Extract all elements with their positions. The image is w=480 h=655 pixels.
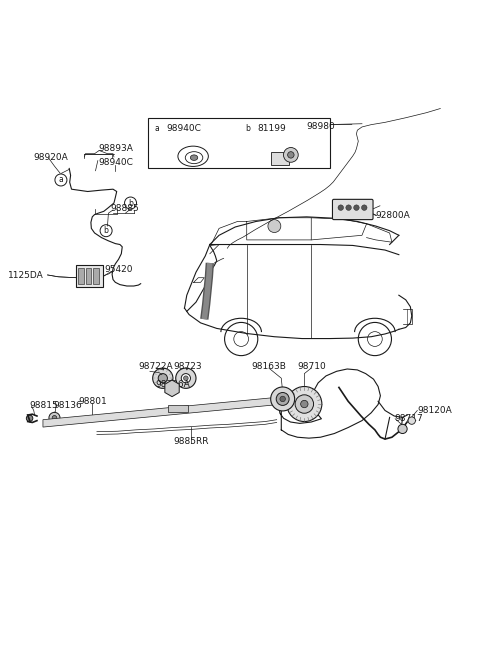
Circle shape bbox=[354, 205, 359, 210]
Text: 98717: 98717 bbox=[394, 414, 423, 423]
Polygon shape bbox=[165, 380, 179, 397]
Circle shape bbox=[52, 415, 57, 420]
Text: 98163B: 98163B bbox=[252, 362, 286, 371]
Bar bbox=[147, 118, 330, 168]
Circle shape bbox=[124, 197, 136, 209]
Text: 98723: 98723 bbox=[174, 362, 203, 371]
Ellipse shape bbox=[178, 146, 208, 166]
Circle shape bbox=[361, 205, 367, 210]
Circle shape bbox=[346, 205, 351, 210]
Text: 98801: 98801 bbox=[78, 397, 107, 405]
FancyBboxPatch shape bbox=[333, 199, 373, 219]
Text: b: b bbox=[128, 198, 133, 208]
Circle shape bbox=[276, 392, 289, 405]
Circle shape bbox=[49, 413, 60, 423]
Bar bbox=[93, 269, 99, 284]
Text: 98726A: 98726A bbox=[156, 380, 191, 388]
Text: 9885RR: 9885RR bbox=[174, 438, 209, 446]
Circle shape bbox=[398, 424, 407, 434]
Ellipse shape bbox=[191, 155, 198, 160]
Text: 98815: 98815 bbox=[29, 402, 58, 411]
Text: 98940C: 98940C bbox=[98, 159, 133, 168]
Circle shape bbox=[100, 225, 112, 236]
Bar bbox=[76, 265, 103, 287]
Circle shape bbox=[183, 376, 188, 381]
Text: b: b bbox=[104, 226, 108, 235]
Text: a: a bbox=[59, 176, 63, 185]
Text: 98710: 98710 bbox=[297, 362, 325, 371]
Circle shape bbox=[26, 415, 33, 422]
Text: a: a bbox=[155, 124, 159, 133]
Circle shape bbox=[176, 368, 196, 388]
Text: 98980: 98980 bbox=[306, 122, 335, 131]
Circle shape bbox=[284, 147, 298, 162]
Circle shape bbox=[280, 396, 286, 402]
Circle shape bbox=[300, 400, 308, 407]
Polygon shape bbox=[43, 398, 275, 427]
Circle shape bbox=[242, 123, 253, 134]
Text: 98940C: 98940C bbox=[166, 124, 201, 133]
Circle shape bbox=[288, 152, 294, 158]
Text: 98920A: 98920A bbox=[34, 153, 69, 162]
Text: 98893A: 98893A bbox=[98, 144, 133, 153]
Text: 98885: 98885 bbox=[110, 204, 139, 213]
Circle shape bbox=[271, 387, 295, 411]
Circle shape bbox=[287, 386, 322, 422]
Text: 92800A: 92800A bbox=[376, 211, 410, 220]
Text: 98120A: 98120A bbox=[417, 406, 452, 415]
Bar bbox=[86, 269, 91, 284]
Circle shape bbox=[151, 123, 162, 134]
Circle shape bbox=[153, 368, 173, 388]
Circle shape bbox=[408, 417, 416, 424]
Circle shape bbox=[181, 373, 191, 383]
Bar bbox=[272, 152, 289, 166]
Circle shape bbox=[295, 395, 313, 413]
Text: 81199: 81199 bbox=[257, 124, 286, 133]
Bar bbox=[78, 269, 84, 284]
Text: 1125DA: 1125DA bbox=[8, 271, 44, 280]
Text: 98136: 98136 bbox=[53, 402, 82, 411]
Text: b: b bbox=[246, 124, 251, 133]
Circle shape bbox=[158, 373, 168, 383]
Circle shape bbox=[268, 219, 281, 233]
Circle shape bbox=[338, 205, 344, 210]
Text: 95420: 95420 bbox=[104, 265, 133, 274]
Ellipse shape bbox=[185, 152, 203, 164]
Circle shape bbox=[55, 174, 67, 186]
Circle shape bbox=[168, 384, 176, 392]
Text: 98722A: 98722A bbox=[139, 362, 173, 371]
Bar bbox=[168, 405, 188, 413]
